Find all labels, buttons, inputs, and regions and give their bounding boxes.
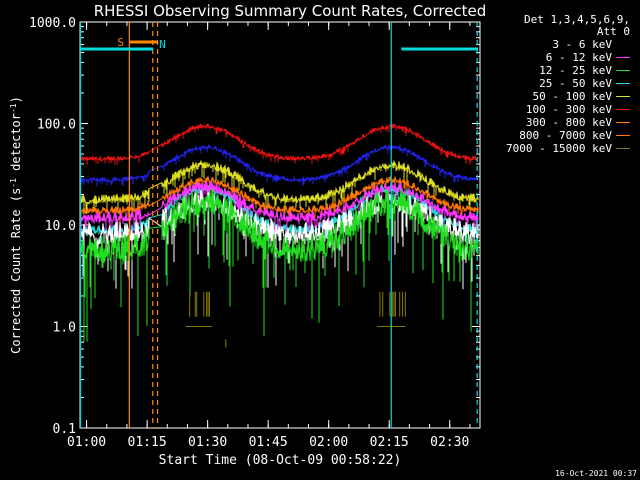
legend-label: 800 - 7000 keV: [519, 129, 612, 142]
flag-label-1: N: [159, 38, 166, 51]
legend-label: 12 - 25 keV: [539, 64, 612, 77]
x-tick-label-1: 01:15: [128, 435, 167, 450]
legend-header-line1: Det 1,3,4,5,6,9,: [524, 13, 630, 26]
timestamp: 16-Oct-2021 00:37: [555, 469, 637, 478]
legend-label: 300 - 800 keV: [525, 116, 612, 129]
y-tick-label-4: 0.1: [53, 422, 76, 437]
series-5-band: [80, 124, 479, 165]
legend-header-line2: Att 0: [596, 25, 630, 38]
legend-label: 100 - 300 keV: [525, 103, 612, 116]
legend-item-3: 25 - 50 keV: [470, 77, 630, 90]
legend-swatch: [616, 57, 630, 58]
x-tick-label-5: 02:15: [370, 435, 409, 450]
y-axis-label: Corrected Count Rate (s-1 detector-1): [9, 96, 24, 354]
legend-swatch: [616, 44, 630, 45]
x-tick-label-3: 01:45: [249, 435, 288, 450]
x-axis-label: Start Time (08-Oct-09 00:58:22): [159, 453, 402, 468]
legend-item-2: 12 - 25 keV: [470, 64, 630, 77]
legend-label: 25 - 50 keV: [539, 77, 612, 90]
legend-label: 6 - 12 keV: [545, 51, 612, 64]
series-4-line: [80, 159, 479, 205]
chart-title: RHESSI Observing Summary Count Rates, Co…: [94, 2, 487, 20]
series-1-line: [80, 180, 479, 225]
legend-swatch: [616, 96, 630, 97]
legend-swatch: [616, 83, 630, 84]
series-6-line: [80, 175, 479, 215]
legend-swatch: [616, 109, 630, 110]
y-tick-label-1: 100.0: [37, 118, 76, 133]
legend-swatch: [616, 135, 630, 136]
x-tick-label-0: 01:00: [67, 435, 106, 450]
legend-swatch: [616, 70, 630, 71]
legend-item-7: 800 - 7000 keV: [470, 129, 630, 142]
legend-item-0: 3 - 6 keV: [470, 38, 630, 51]
legend-item-8: 7000 - 15000 keV: [470, 142, 630, 155]
legend-label: 7000 - 15000 keV: [506, 142, 612, 155]
series-2-line: [80, 188, 479, 262]
series-9-line: [80, 143, 479, 184]
legend-label: 50 - 100 keV: [532, 90, 612, 103]
y-tick-label-0: 1000.0: [29, 16, 76, 31]
legend-item-6: 300 - 800 keV: [470, 116, 630, 129]
legend-swatch: [616, 148, 630, 149]
series-9-band: [80, 145, 479, 187]
x-tick-label-4: 02:00: [309, 435, 348, 450]
flag-label-0: S: [117, 36, 124, 49]
legend-item-1: 6 - 12 keV: [470, 51, 630, 64]
y-tick-label-2: 10.0: [45, 219, 76, 234]
legend-item-4: 50 - 100 keV: [470, 90, 630, 103]
x-tick-label-6: 02:30: [430, 435, 469, 450]
x-tick-label-2: 01:30: [188, 435, 227, 450]
legend-label: 3 - 6 keV: [552, 38, 612, 51]
y-tick-label-3: 1.0: [53, 321, 76, 336]
legend-item-5: 100 - 300 keV: [470, 103, 630, 116]
series-5-line: [80, 123, 479, 163]
series-3-line: [80, 183, 479, 236]
legend: Det 1,3,4,5,6,9, Att 0 3 - 6 keV 6 - 12 k…: [470, 14, 630, 155]
legend-swatch: [616, 122, 630, 123]
